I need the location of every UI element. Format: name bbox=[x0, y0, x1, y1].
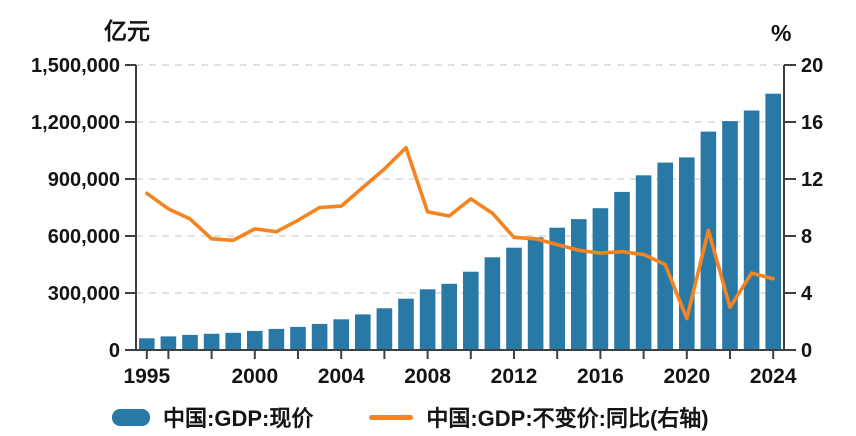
svg-text:2004: 2004 bbox=[318, 365, 365, 388]
svg-text:2020: 2020 bbox=[663, 365, 710, 388]
x-axis-labels: 1995 2000 2004 2008 2012 2016 2020 2024 bbox=[123, 365, 796, 388]
line-series bbox=[145, 145, 776, 321]
right-axis-title: % bbox=[771, 20, 792, 46]
svg-text:2016: 2016 bbox=[577, 365, 624, 388]
left-axis-ticks: 0 300,000 600,000 900,000 1,200,000 1,500,000 bbox=[31, 55, 136, 362]
svg-text:900,000: 900,000 bbox=[48, 169, 120, 191]
bar-series bbox=[139, 93, 781, 350]
svg-text:2000: 2000 bbox=[231, 365, 278, 388]
svg-text:16: 16 bbox=[801, 112, 823, 134]
svg-text:1,500,000: 1,500,000 bbox=[31, 55, 120, 77]
legend-label-gdp-yoy: 中国:GDP:不变价:同比(右轴) bbox=[426, 406, 709, 431]
svg-text:20: 20 bbox=[801, 55, 823, 77]
svg-text:0: 0 bbox=[109, 340, 120, 362]
svg-text:1,200,000: 1,200,000 bbox=[31, 112, 120, 134]
legend-item-gdp-yoy: 中国:GDP:不变价:同比(右轴) bbox=[369, 401, 709, 433]
svg-text:300,000: 300,000 bbox=[48, 283, 120, 305]
svg-text:2024: 2024 bbox=[750, 365, 797, 388]
axes bbox=[135, 65, 785, 351]
x-axis-ticks bbox=[145, 350, 775, 359]
svg-text:12: 12 bbox=[801, 169, 823, 191]
svg-text:8: 8 bbox=[801, 226, 812, 248]
right-axis-ticks: 0 4 8 12 16 20 bbox=[784, 55, 823, 362]
svg-text:1995: 1995 bbox=[123, 365, 170, 388]
svg-text:4: 4 bbox=[801, 283, 813, 305]
svg-text:2012: 2012 bbox=[491, 365, 538, 388]
plot-area: 0 300,000 600,000 900,000 1,200,000 1,500,000… bbox=[31, 55, 823, 388]
svg-text:600,000: 600,000 bbox=[48, 226, 120, 248]
left-axis-title: 亿元 bbox=[104, 18, 150, 44]
svg-text:0: 0 bbox=[801, 340, 812, 362]
legend-item-gdp-current: 中国:GDP:现价 bbox=[112, 401, 313, 433]
legend: 中国:GDP:现价 中国:GDP:不变价:同比(右轴) bbox=[112, 401, 709, 433]
line-series-swatch-icon bbox=[369, 414, 414, 420]
legend-label-gdp-current: 中国:GDP:现价 bbox=[163, 406, 314, 431]
bar-series-swatch-icon bbox=[112, 408, 150, 426]
svg-text:2008: 2008 bbox=[404, 365, 451, 388]
